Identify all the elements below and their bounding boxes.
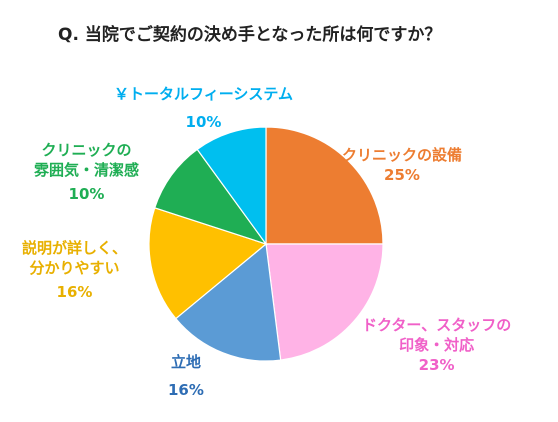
slice-clinic-equipment	[265, 126, 384, 245]
label-atmosphere: クリニックの 雰囲気・清潔感 10%	[34, 140, 139, 204]
label-atmosphere-pct: 10%	[68, 185, 105, 203]
slice-location	[175, 242, 282, 362]
label-location-line1: 立地	[170, 353, 201, 371]
label-total-fee: ￥トータルフィーシステム 10%	[114, 84, 293, 132]
label-location-pct: 16%	[168, 381, 204, 399]
label-doctor-staff-pct: 23%	[418, 356, 455, 374]
chart-title: Q. 当院でご契約の決め手となった所は何ですか？	[58, 25, 442, 45]
label-total-fee-line1: ￥トータルフィーシステム	[114, 85, 293, 103]
label-total-fee-pct: 10%	[185, 113, 222, 131]
slice-total-fee	[196, 126, 267, 246]
label-explanation-pct: 16%	[56, 283, 93, 301]
label-clinic-equipment: クリニックの設備 25%	[342, 145, 462, 185]
label-explanation-line1: 説明が詳しく、	[22, 239, 128, 257]
label-doctor-staff-line1: ドクター、スタッフの	[362, 316, 512, 334]
label-explanation: 説明が詳しく、 分かりやすい 16%	[22, 238, 127, 302]
label-atmosphere-line1: クリニックの	[41, 141, 132, 159]
slice-explanation	[148, 207, 268, 320]
slice-doctor-staff	[265, 243, 384, 361]
label-atmosphere-line2: 雰囲気・清潔感	[34, 161, 140, 179]
label-clinic-equipment-line1: クリニックの設備	[342, 146, 463, 164]
label-doctor-staff-line2: 印象・対応	[399, 336, 475, 354]
label-clinic-equipment-pct: 25%	[384, 166, 420, 184]
label-explanation-line2: 分かりやすい	[29, 259, 120, 277]
label-doctor-staff: ドクター、スタッフの 印象・対応 23%	[362, 315, 511, 375]
label-location: 立地 16%	[168, 352, 204, 400]
slice-atmosphere	[153, 148, 268, 246]
